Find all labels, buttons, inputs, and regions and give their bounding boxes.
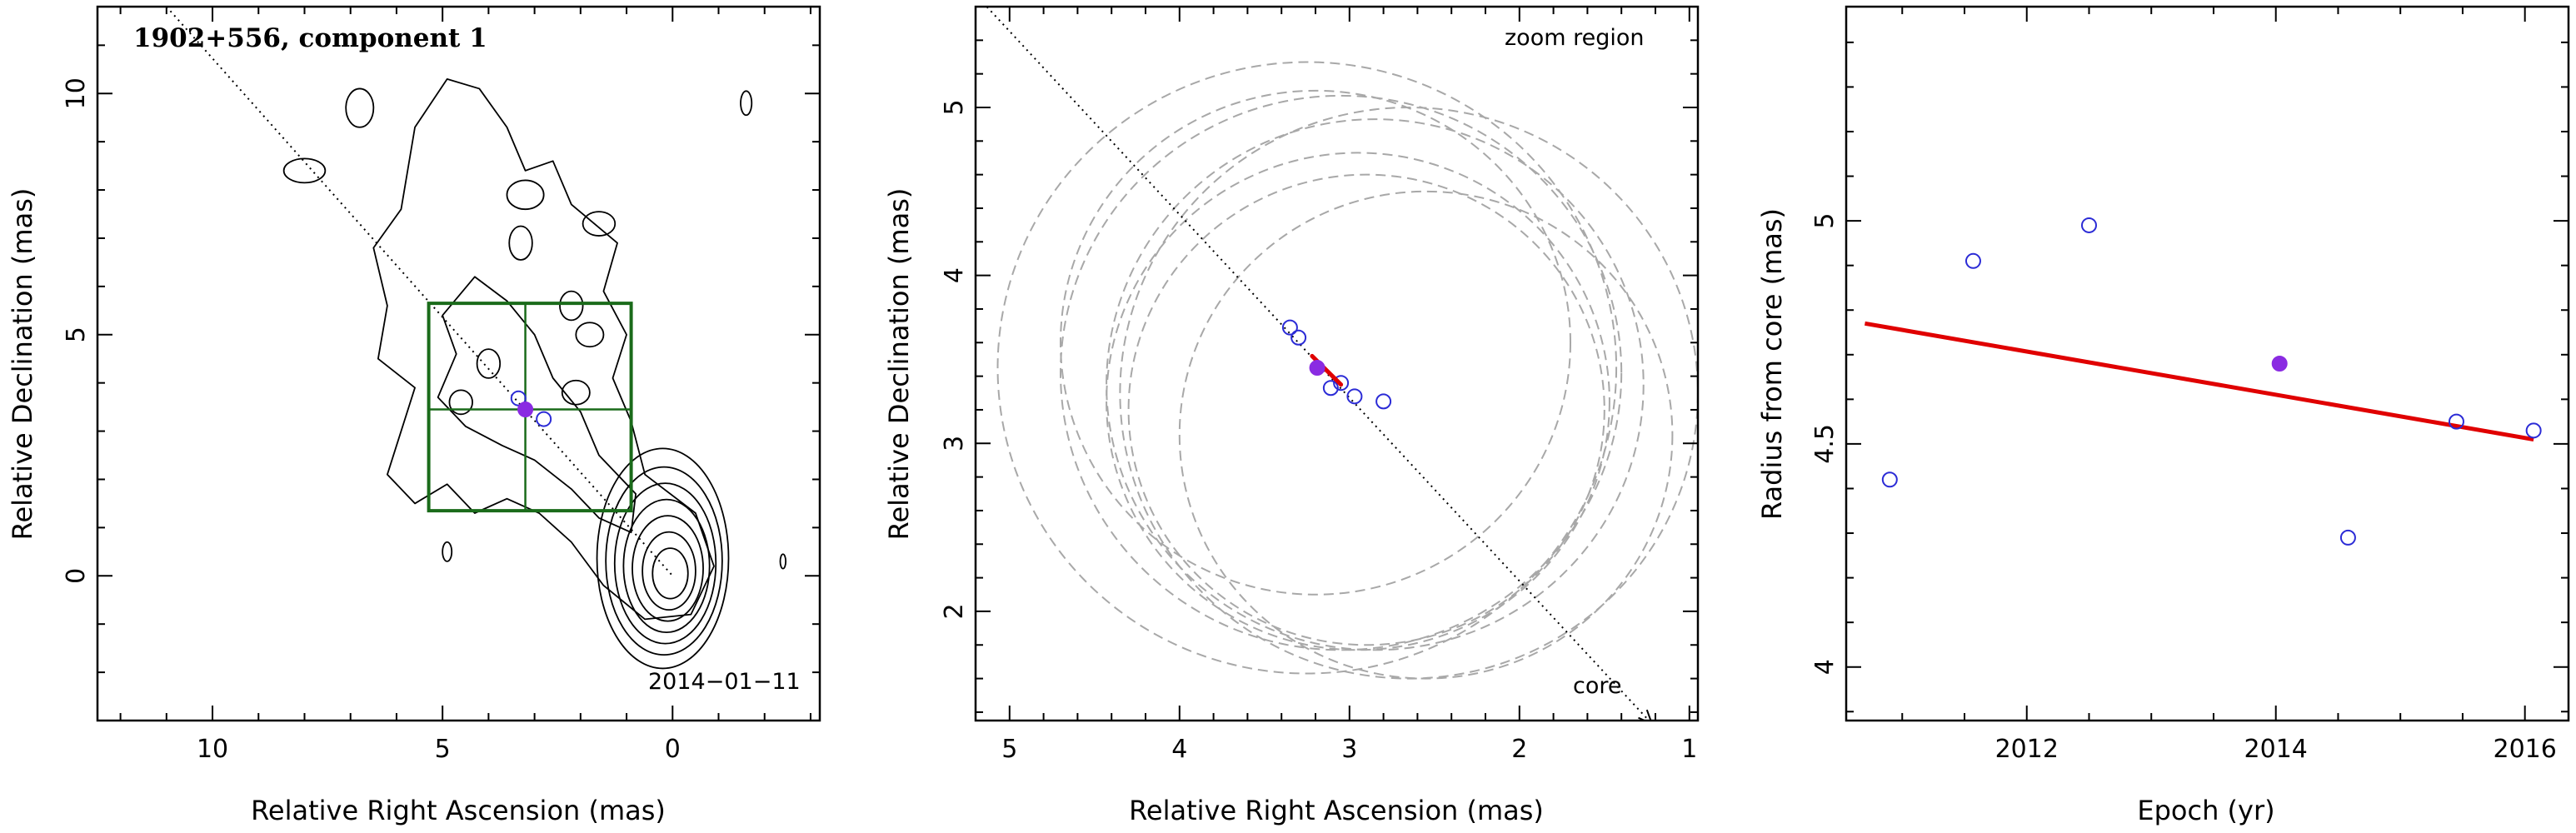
radius-point-filled (2271, 356, 2288, 372)
radius-point-open (2448, 413, 2464, 430)
error-circle (1106, 152, 1610, 651)
radius-epoch-xtick-label: 2014 (2244, 735, 2308, 764)
zoom-region-label: zoom region (1505, 25, 1644, 51)
jet-inner-contour (437, 276, 637, 534)
component-position-open (1346, 388, 1363, 405)
contour-map-panel: 10 5 0 0 5 10 1902+556, component 1 2014−01−1… (7, 5, 821, 826)
jet-outer-contour (372, 77, 715, 621)
zoom-region-ytick-label: 4 (940, 267, 969, 283)
zoom-region-xtick-label: 2 (1511, 735, 1527, 764)
contour-island (740, 90, 753, 117)
radius-point-open (2080, 217, 2097, 233)
contour-island (442, 541, 453, 562)
core-arrow-label: core (1573, 673, 1621, 699)
core-contour (622, 498, 711, 634)
contour-map-ytick-label: 10 (62, 77, 91, 109)
zoom-region-panel: 5 4 3 2 1 2 3 4 5 zoom region core Relative Righ… (883, 5, 1700, 826)
radius-point-open (1881, 471, 1898, 488)
radius-epoch-xtick-label: 2012 (1995, 735, 2059, 764)
core-contour (613, 482, 717, 645)
core-contour (596, 447, 730, 670)
radius-epoch-xlabel: Epoch (yr) (2137, 795, 2274, 826)
error-circle (1127, 173, 1605, 646)
radius-epoch-ytick-label: 4.5 (1810, 424, 1840, 464)
contour-map-ytick-label: 0 (62, 568, 91, 584)
error-circle (1119, 107, 1698, 680)
core-contour (632, 515, 704, 622)
contour-map-date-label: 2014−01−11 (648, 669, 801, 695)
zoom-region-ytick-label: 3 (940, 436, 969, 451)
linear-fit-line (1864, 321, 2534, 442)
contour-map-frame (96, 5, 821, 722)
component-position-open (510, 390, 527, 407)
radius-epoch-frame (1845, 5, 2570, 722)
contour-map-xtick-label: 5 (435, 735, 451, 764)
contour-island (508, 225, 533, 261)
radius-epoch-plot-content (1864, 217, 2542, 546)
component-position-open (1322, 380, 1339, 397)
component-position-open (1375, 393, 1392, 410)
contour-island (345, 87, 375, 128)
contour-map-ylabel: Relative Declination (mas) (7, 188, 38, 541)
error-circle (1106, 118, 1645, 651)
contour-island (582, 211, 617, 237)
core-contour (642, 531, 696, 611)
radius-epoch-ytick-label: 4 (1810, 659, 1840, 675)
error-circle (996, 61, 1618, 675)
zoom-region-plot-content (986, 7, 1698, 721)
zoom-region-ytick-label: 5 (940, 99, 969, 115)
contour-map-xlabel: Relative Right Ascension (mas) (251, 795, 666, 826)
radius-epoch-ylabel: Radius from core (mas) (1756, 208, 1788, 520)
radius-point-open (2525, 422, 2542, 439)
error-circle (1060, 94, 1623, 651)
zoom-region-xtick-label: 1 (1681, 735, 1697, 764)
contour-map-title: 1902+556, component 1 (133, 23, 487, 53)
contour-island (559, 290, 584, 322)
error-circle (1178, 190, 1674, 680)
error-circle (1060, 89, 1571, 596)
zoom-region-xtick-label: 4 (1171, 735, 1187, 764)
radius-epoch-ytick-label: 5 (1810, 213, 1840, 229)
component-position-open (1290, 329, 1307, 346)
zoom-region-ytick-label: 2 (940, 603, 969, 619)
position-angle-line (166, 7, 674, 576)
component-position-open (536, 411, 552, 427)
radius-epoch-ticks: 2012 2014 2016 4 4.5 5 (1810, 7, 2569, 764)
contour-island (506, 179, 545, 211)
radius-epoch-xtick-label: 2016 (2494, 735, 2557, 764)
contour-map-plot-content (166, 7, 787, 670)
zoom-region-ylabel: Relative Declination (mas) (883, 188, 915, 541)
zoom-region-ticks: 5 4 3 2 1 2 3 4 5 (940, 6, 1698, 764)
zoom-region-xlabel: Relative Right Ascension (mas) (1129, 795, 1544, 826)
contour-map-ticks: 10 5 0 0 5 10 (62, 7, 820, 764)
zoom-region-xtick-label: 5 (1001, 735, 1017, 764)
contour-map-ytick-label: 5 (62, 327, 91, 342)
contour-island (448, 389, 473, 416)
contour-map-xtick-label: 0 (665, 735, 681, 764)
component-position-open (1333, 375, 1350, 392)
contour-island (561, 379, 591, 406)
component-position-open (1281, 319, 1298, 336)
zoom-region-frame (974, 5, 1700, 722)
contour-island (575, 322, 605, 348)
component-position-filled (1309, 360, 1325, 377)
zoom-region-box (427, 302, 633, 513)
radius-point-open (2339, 529, 2356, 546)
zoom-region-xtick-label: 3 (1341, 735, 1357, 764)
radius-epoch-panel: 2012 2014 2016 4 4.5 5 Epoch (yr) Radius from… (1756, 5, 2570, 826)
contour-island (282, 157, 327, 184)
contour-map-xtick-label: 10 (197, 735, 228, 764)
contour-island (779, 553, 787, 570)
core-contour (605, 466, 723, 656)
component-position-filled (517, 402, 534, 418)
core-contour (651, 547, 689, 600)
contour-island (476, 348, 502, 379)
radius-point-open (1964, 252, 1981, 269)
